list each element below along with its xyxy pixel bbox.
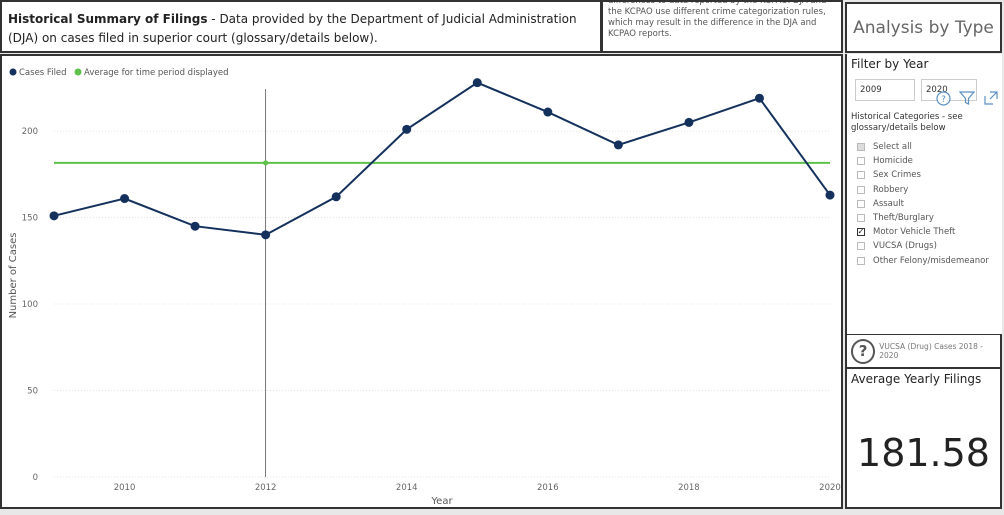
category-item[interactable]: Theft/Burglary <box>857 211 989 225</box>
series-line-cases-filed <box>53 81 831 236</box>
filter-title: Filter by Year <box>851 57 929 71</box>
checkbox[interactable] <box>857 143 865 152</box>
data-point[interactable] <box>543 107 553 117</box>
average-card-value: 181.58 <box>857 431 990 475</box>
y-tick-label: 100 <box>22 300 38 310</box>
checkbox[interactable]: ✓ <box>857 227 865 237</box>
legend-marker-average <box>74 68 82 76</box>
line-chart[interactable]: 0 50 100 150 200 2010 2012 2014 2016 2018 2020 Year… <box>2 56 841 507</box>
y-tick-label: 0 <box>33 473 38 483</box>
y-tick-label: 50 <box>27 387 38 397</box>
category-label: Homicide <box>873 156 913 167</box>
data-point[interactable] <box>120 194 130 204</box>
visual-toolbar: ? <box>934 90 1000 106</box>
filter-panel: Filter by Year 2009 2020 ? Historical Ca… <box>845 54 1002 334</box>
vucsa-link[interactable]: ? VUCSA (Drug) Cases 2018 - 2020 <box>845 334 1002 368</box>
category-item[interactable]: Homicide <box>857 154 989 168</box>
x-tick-label: 2014 <box>396 483 418 493</box>
page-description: - Data provided by the Department of Jud… <box>8 12 577 45</box>
category-item[interactable]: Assault <box>857 197 989 211</box>
page-title: Historical Summary of Filings <box>8 12 208 26</box>
checkbox[interactable] <box>857 199 865 208</box>
checkbox[interactable] <box>857 157 865 166</box>
data-point[interactable] <box>613 140 623 150</box>
x-tick-label: 2018 <box>678 483 700 493</box>
category-label: Sex Crimes <box>873 170 921 181</box>
note-panel: differences to data reported by the KCPA… <box>602 0 843 53</box>
categories-heading: Historical Categories - see glossary/det… <box>851 112 963 133</box>
y-axis-title: Number of Cases <box>8 233 19 319</box>
note-text: differences to data reported by the KCPA… <box>608 0 827 39</box>
data-point[interactable] <box>261 230 271 240</box>
legend-label-average: Average for time period displayed <box>84 68 229 78</box>
vucsa-link-label: VUCSA (Drug) Cases 2018 - 2020 <box>879 342 983 360</box>
y-tick-label: 200 <box>22 127 38 137</box>
category-item[interactable]: Other Felony/misdemeanor <box>857 254 989 268</box>
checkbox[interactable] <box>857 214 865 223</box>
category-label: VUCSA (Drugs) <box>873 241 937 252</box>
category-label: Assault <box>873 198 904 209</box>
year-from-input[interactable]: 2009 <box>855 79 915 101</box>
average-card: Average Yearly Filings 181.58 <box>845 368 1002 509</box>
chart-panel[interactable]: 0 50 100 150 200 2010 2012 2014 2016 2018 2020 Year… <box>0 54 843 509</box>
x-axis-title: Year <box>430 496 453 507</box>
data-point[interactable] <box>49 211 59 221</box>
data-point[interactable] <box>754 93 764 103</box>
checkbox[interactable] <box>857 171 865 180</box>
title-panel: Historical Summary of Filings - Data pro… <box>0 0 602 53</box>
data-point[interactable] <box>825 190 835 200</box>
question-icon[interactable]: ? <box>851 338 876 364</box>
x-tick-label: 2012 <box>255 483 277 493</box>
checkbox[interactable] <box>857 242 865 251</box>
checkbox[interactable] <box>857 256 865 265</box>
filter-icon[interactable] <box>958 90 976 106</box>
category-item[interactable]: ✓ Motor Vehicle Theft <box>857 225 989 239</box>
data-point[interactable] <box>331 192 341 202</box>
x-tick-label: 2020 <box>819 483 841 493</box>
help-icon[interactable]: ? <box>934 90 952 106</box>
category-item[interactable]: Robbery <box>857 183 989 197</box>
analysis-by-type-button[interactable]: Analysis by Type <box>845 2 1002 53</box>
focus-mode-icon[interactable] <box>982 90 1000 106</box>
category-list: Select all Homicide Sex Crimes Robbery Assau… <box>857 140 989 268</box>
category-item[interactable]: Select all <box>857 140 989 154</box>
svg-text:?: ? <box>941 95 946 105</box>
data-point[interactable] <box>402 124 412 134</box>
category-item[interactable]: Sex Crimes <box>857 168 989 182</box>
category-label: Theft/Burglary <box>873 213 934 224</box>
y-tick-label: 150 <box>22 214 38 224</box>
x-tick-label: 2010 <box>114 483 136 493</box>
average-card-title: Average Yearly Filings <box>851 372 982 386</box>
category-item[interactable]: VUCSA (Drugs) <box>857 239 989 253</box>
category-label: Motor Vehicle Theft <box>873 227 956 238</box>
category-label: Robbery <box>873 184 909 195</box>
data-point[interactable] <box>472 78 482 88</box>
analysis-by-type-label: Analysis by Type <box>853 17 994 38</box>
data-point[interactable] <box>190 221 200 231</box>
checkbox[interactable] <box>857 185 865 194</box>
category-label: Other Felony/misdemeanor <box>873 255 989 266</box>
x-tick-label: 2016 <box>537 483 559 493</box>
data-point[interactable] <box>684 117 694 127</box>
average-marker <box>263 160 269 166</box>
category-label: Select all <box>873 142 912 153</box>
legend-marker-cases-filed <box>9 68 17 76</box>
legend-label-cases-filed: Cases Filed <box>19 68 67 78</box>
